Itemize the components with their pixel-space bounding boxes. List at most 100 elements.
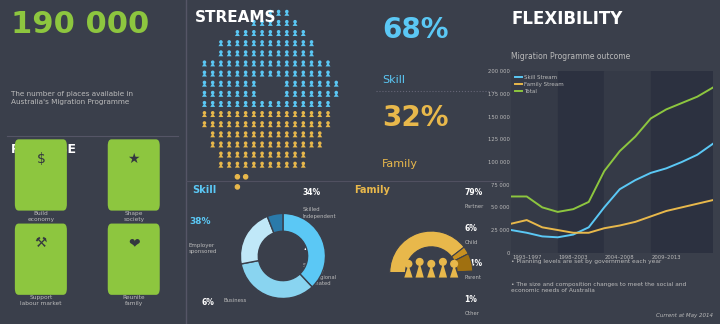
Circle shape — [253, 41, 255, 43]
Polygon shape — [318, 93, 323, 97]
Circle shape — [245, 142, 247, 144]
Skill Stream — [662, 167, 670, 170]
FancyBboxPatch shape — [108, 224, 160, 295]
Circle shape — [269, 122, 271, 124]
Polygon shape — [318, 83, 323, 87]
Polygon shape — [218, 52, 223, 56]
Wedge shape — [241, 260, 312, 298]
Polygon shape — [243, 133, 248, 137]
Family Stream — [662, 209, 670, 213]
Legend: Skill Stream, Family Stream, Total: Skill Stream, Family Stream, Total — [514, 74, 564, 95]
Polygon shape — [292, 103, 297, 107]
Circle shape — [245, 31, 247, 33]
Circle shape — [261, 51, 264, 53]
Polygon shape — [301, 42, 306, 46]
Wedge shape — [457, 271, 473, 272]
Circle shape — [236, 162, 238, 165]
Circle shape — [245, 71, 247, 74]
Circle shape — [220, 142, 222, 144]
Polygon shape — [309, 113, 314, 117]
Polygon shape — [210, 144, 215, 147]
Circle shape — [286, 112, 288, 114]
Polygon shape — [284, 133, 289, 137]
Circle shape — [327, 112, 329, 114]
Circle shape — [269, 31, 271, 33]
Polygon shape — [227, 83, 232, 87]
Circle shape — [243, 175, 248, 179]
Polygon shape — [284, 164, 289, 168]
Circle shape — [203, 81, 205, 84]
Circle shape — [269, 61, 271, 63]
Polygon shape — [227, 103, 232, 107]
Polygon shape — [235, 144, 240, 147]
Family Stream — [585, 231, 593, 235]
Circle shape — [220, 71, 222, 74]
Polygon shape — [325, 83, 330, 87]
Polygon shape — [276, 52, 281, 56]
Circle shape — [286, 152, 288, 155]
Polygon shape — [318, 144, 323, 147]
Polygon shape — [334, 93, 338, 97]
Circle shape — [319, 61, 321, 63]
Circle shape — [203, 112, 205, 114]
Circle shape — [286, 51, 288, 53]
Circle shape — [261, 102, 264, 104]
Polygon shape — [325, 63, 330, 66]
Polygon shape — [202, 63, 207, 66]
Circle shape — [302, 51, 305, 53]
Circle shape — [310, 61, 312, 63]
Polygon shape — [292, 22, 297, 26]
Circle shape — [327, 122, 329, 124]
Polygon shape — [243, 103, 248, 107]
Circle shape — [261, 142, 264, 144]
Circle shape — [220, 112, 222, 114]
Bar — [651, 71, 713, 253]
Polygon shape — [301, 103, 306, 107]
Polygon shape — [325, 93, 330, 97]
Polygon shape — [210, 103, 215, 107]
Polygon shape — [218, 164, 223, 168]
Circle shape — [310, 112, 312, 114]
Polygon shape — [284, 83, 289, 87]
Family Stream — [693, 202, 701, 206]
Family Stream — [616, 224, 624, 227]
Circle shape — [261, 112, 264, 114]
Circle shape — [294, 91, 296, 94]
Circle shape — [327, 81, 329, 84]
Polygon shape — [260, 123, 264, 127]
Polygon shape — [260, 63, 264, 66]
Polygon shape — [235, 123, 240, 127]
Polygon shape — [227, 123, 232, 127]
Circle shape — [319, 142, 321, 144]
Circle shape — [245, 51, 247, 53]
Polygon shape — [218, 154, 223, 157]
Text: Partner: Partner — [464, 204, 484, 209]
Total — [616, 149, 624, 153]
Circle shape — [261, 162, 264, 165]
Circle shape — [236, 51, 238, 53]
Polygon shape — [301, 52, 306, 56]
Circle shape — [228, 112, 230, 114]
Circle shape — [236, 132, 238, 134]
Polygon shape — [235, 113, 240, 117]
Circle shape — [269, 142, 271, 144]
Polygon shape — [227, 144, 232, 147]
Polygon shape — [284, 22, 289, 26]
Polygon shape — [292, 52, 297, 56]
Circle shape — [228, 61, 230, 63]
Polygon shape — [260, 32, 264, 36]
Polygon shape — [251, 113, 256, 117]
Circle shape — [269, 102, 271, 104]
Circle shape — [286, 102, 288, 104]
Polygon shape — [309, 52, 314, 56]
Polygon shape — [210, 83, 215, 87]
Circle shape — [451, 260, 457, 267]
Circle shape — [310, 91, 312, 94]
Circle shape — [294, 132, 296, 134]
Polygon shape — [268, 123, 273, 127]
Circle shape — [294, 61, 296, 63]
Circle shape — [236, 112, 238, 114]
Polygon shape — [243, 93, 248, 97]
Circle shape — [220, 152, 222, 155]
Circle shape — [236, 102, 238, 104]
